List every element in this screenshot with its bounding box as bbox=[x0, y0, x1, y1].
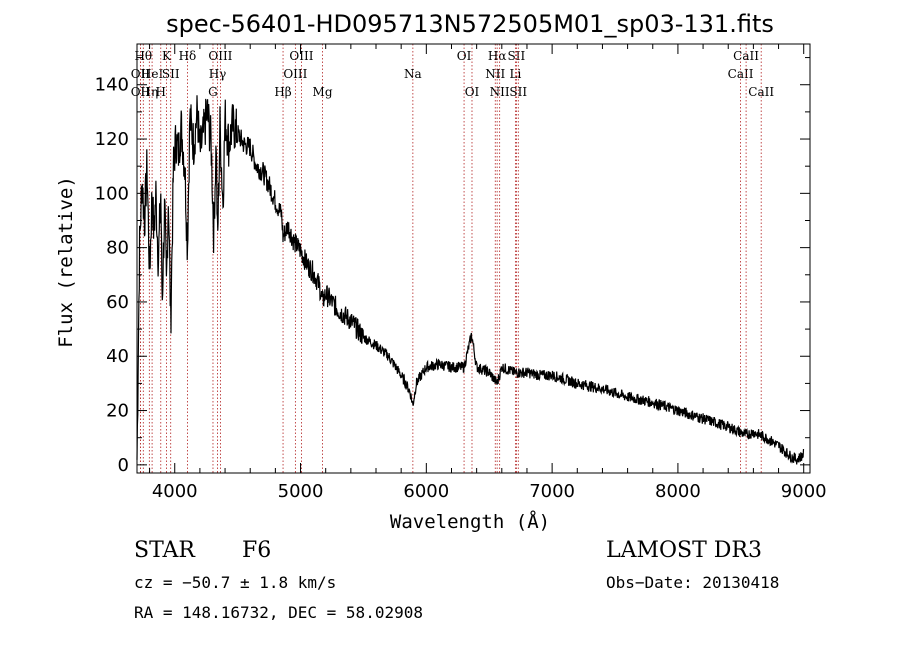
observation-date: Obs−Date: 20130418 bbox=[606, 573, 780, 592]
object-class: STAR bbox=[134, 538, 195, 563]
object-subclass: F6 bbox=[242, 538, 272, 563]
axis-ticks: 4000 5000 6000 7000 8000 9000 0 20 40 60 80 100 120 1… bbox=[95, 44, 827, 502]
y-tick-label-4: 80 bbox=[106, 238, 129, 259]
marker-label-27: CaII bbox=[748, 85, 774, 99]
marker-label-0: Hθ bbox=[134, 49, 152, 63]
survey-name: LAMOST DR3 bbox=[606, 538, 762, 563]
y-tick-label-0: 0 bbox=[118, 455, 129, 476]
marker-label-19: NII bbox=[485, 67, 505, 81]
marker-label-24: SII bbox=[509, 85, 527, 99]
x-tick-label-4: 8000 bbox=[655, 481, 701, 502]
y-tick-label-7: 140 bbox=[95, 75, 129, 96]
plot-frame bbox=[136, 43, 811, 474]
coordinates: RA = 148.16732, DEC = 58.02908 bbox=[134, 603, 423, 622]
marker-label-26: CaII bbox=[733, 49, 759, 63]
x-tick-label-0: 4000 bbox=[152, 481, 198, 502]
y-tick-label-5: 100 bbox=[95, 183, 129, 204]
marker-label-11: OIII bbox=[208, 49, 232, 63]
marker-label-2: OII bbox=[131, 85, 151, 99]
marker-label-23: SII bbox=[508, 49, 526, 63]
marker-label-13: OIII bbox=[283, 67, 307, 81]
marker-label-20: Hα bbox=[488, 49, 507, 63]
marker-label-22: Li bbox=[509, 67, 521, 81]
x-tick-label-2: 6000 bbox=[403, 481, 449, 502]
marker-label-21: NII bbox=[490, 85, 510, 99]
marker-label-4: HeI bbox=[141, 67, 164, 81]
marker-label-16: Na bbox=[404, 67, 422, 81]
y-axis-label: Flux (relative) bbox=[55, 176, 77, 348]
y-tick-label-2: 40 bbox=[106, 346, 129, 367]
marker-label-5: H bbox=[156, 85, 166, 99]
marker-label-7: SII bbox=[162, 67, 180, 81]
y-tick-label-3: 60 bbox=[106, 292, 129, 313]
marker-label-3: Hη bbox=[140, 85, 158, 99]
x-tick-label-3: 7000 bbox=[529, 481, 575, 502]
marker-label-14: OIII bbox=[289, 49, 313, 63]
marker-label-9: G bbox=[208, 85, 218, 99]
marker-label-18: OI bbox=[465, 85, 480, 99]
marker-label-12: Hβ bbox=[274, 85, 291, 99]
x-tick-label-5: 9000 bbox=[781, 481, 827, 502]
y-tick-label-1: 20 bbox=[106, 401, 129, 422]
redshift-cz: cz = −50.7 ± 1.8 km/s bbox=[134, 573, 337, 592]
spectrum-line bbox=[136, 95, 805, 465]
chart-title: spec-56401-HD095713N572505M01_sp03-131.f… bbox=[166, 10, 774, 38]
spectrum-chart: spec-56401-HD095713N572505M01_sp03-131.f… bbox=[55, 10, 827, 533]
marker-label-1: OII bbox=[131, 67, 151, 81]
marker-label-17: OI bbox=[457, 49, 472, 63]
spectral-line-markers: HθOIIOIIHηHeIHKSIIHδGHγOIIIHβOIIIOIIIMgN… bbox=[131, 44, 774, 473]
x-axis-label: Wavelength (Å) bbox=[390, 510, 550, 533]
marker-label-15: Mg bbox=[313, 85, 333, 99]
marker-label-25: CaII bbox=[728, 67, 754, 81]
marker-label-10: Hγ bbox=[209, 67, 227, 81]
y-tick-label-6: 120 bbox=[95, 129, 129, 150]
x-tick-label-1: 5000 bbox=[278, 481, 324, 502]
marker-label-8: Hδ bbox=[179, 49, 197, 63]
marker-label-6: K bbox=[162, 49, 172, 63]
